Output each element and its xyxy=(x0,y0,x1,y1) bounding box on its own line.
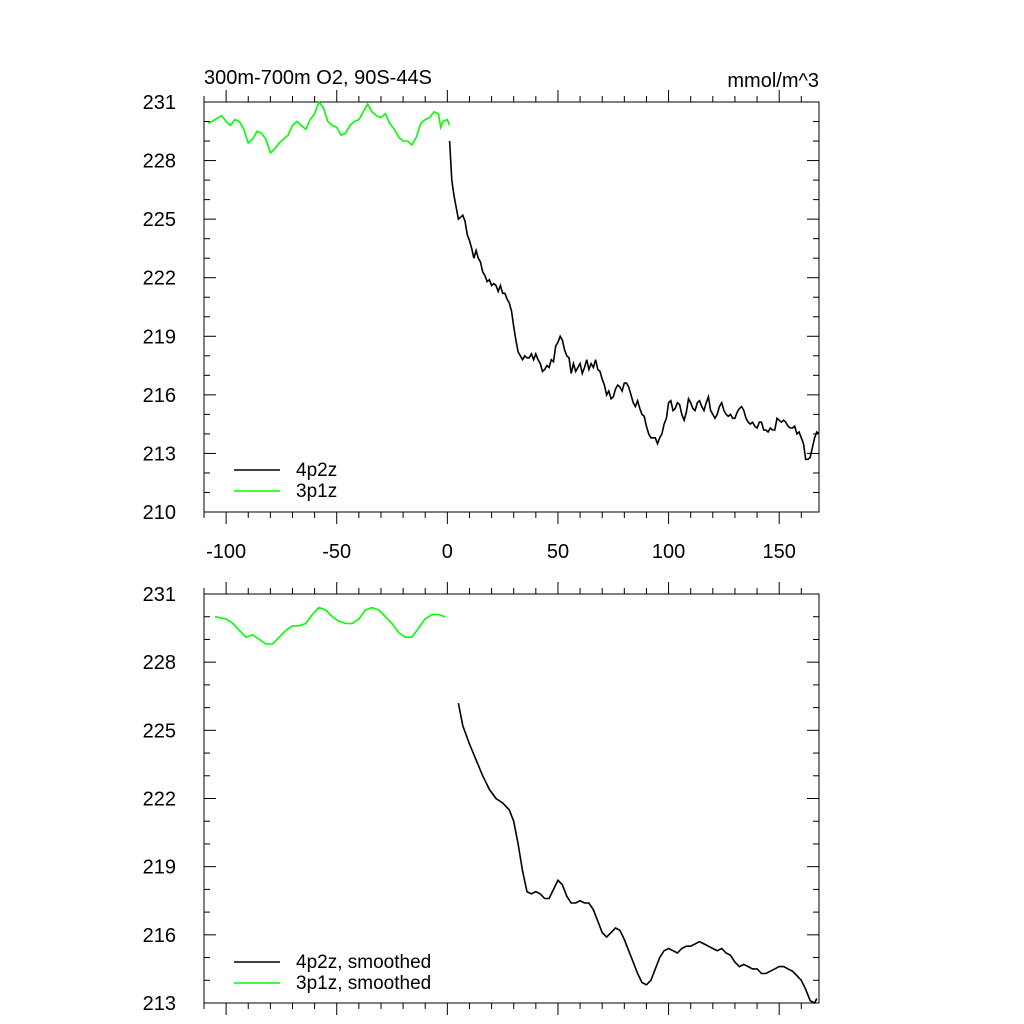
y-tick-label: 222 xyxy=(143,268,176,290)
bottom-panel: 213 216 219 222 225 228 231 4p2z, smoothed3p1z,… xyxy=(143,582,820,1015)
legend-label: 4p2z, smoothed xyxy=(296,952,431,973)
x-tick-label: -100 xyxy=(206,541,246,563)
y-tick-label: 231 xyxy=(143,584,176,606)
x-tick-label: 100 xyxy=(652,541,685,563)
x-tick-label: 150 xyxy=(762,541,795,563)
y-tick-label: 222 xyxy=(143,789,176,811)
y-tick-label: 213 xyxy=(143,443,176,465)
legend-label: 3p1z, smoothed xyxy=(296,973,431,994)
legend-label: 3p1z xyxy=(296,481,337,502)
series-line-4p2z-smoothed xyxy=(457,702,818,1005)
series-line-3p1z xyxy=(207,100,451,155)
y-tick-label: 225 xyxy=(143,720,176,742)
legend-label: 4p2z xyxy=(296,460,337,481)
y-tick-label: 210 xyxy=(143,502,176,524)
y-tick-label: 213 xyxy=(143,993,176,1015)
x-tick-label: -50 xyxy=(322,541,351,563)
y-tick-label: 231 xyxy=(143,92,176,114)
y-tick-label: 228 xyxy=(143,652,176,674)
y-tick-label: 219 xyxy=(143,857,176,879)
top-panel: 210 213 216 219 222 225 228 231 -100 -50 0 50 100 150… xyxy=(143,90,820,563)
plot-frame xyxy=(203,101,820,513)
y-tick-label: 228 xyxy=(143,151,176,173)
units-label: mmol/m^3 xyxy=(727,70,819,92)
y-tick-label: 216 xyxy=(143,385,176,407)
plot-frame xyxy=(203,593,820,1004)
y-tick-label: 225 xyxy=(143,209,176,231)
series-line-3p1z-smoothed xyxy=(214,606,446,645)
y-tick-label: 219 xyxy=(143,326,176,348)
chart-title: 300m-700m O2, 90S-44S xyxy=(204,67,432,89)
series-line-4p2z xyxy=(448,140,820,461)
x-tick-label: 0 xyxy=(442,541,453,563)
y-tick-label: 216 xyxy=(143,925,176,947)
x-tick-label: 50 xyxy=(547,541,569,563)
